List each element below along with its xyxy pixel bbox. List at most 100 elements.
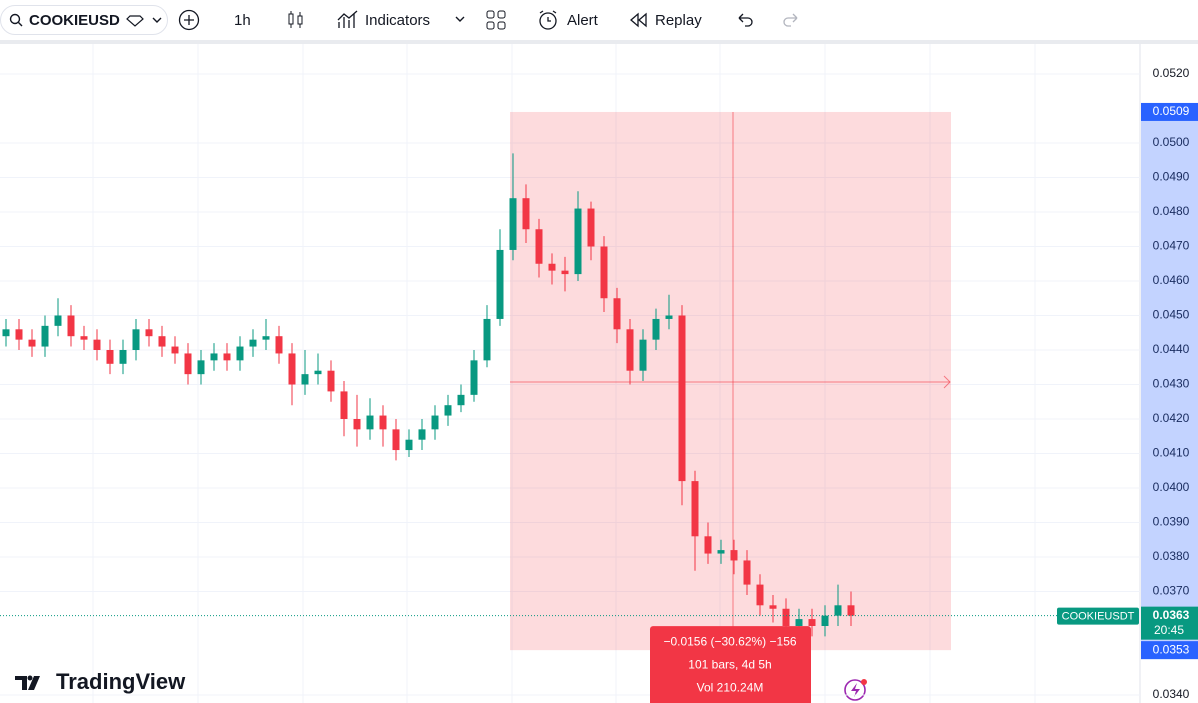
candle-body <box>509 198 517 250</box>
candle-body <box>41 325 49 347</box>
alert-icon <box>539 10 557 30</box>
alert-button[interactable]: Alert <box>537 0 598 40</box>
candle-body <box>366 415 374 430</box>
y-tick-label: 0.0400 <box>1153 480 1190 494</box>
measure-info <box>650 626 811 703</box>
candle-body <box>470 360 478 395</box>
candle-body <box>652 318 660 340</box>
chart: TradingView 0.0520 0.0500 0.0490 0.0480 0.04… <box>0 44 1198 703</box>
y-tick-label: 0.0520 <box>1153 66 1190 80</box>
candle-body <box>353 419 361 430</box>
candle-body <box>457 394 465 406</box>
y-tick-label: 0.0470 <box>1153 239 1190 253</box>
add-symbol[interactable] <box>178 9 200 31</box>
layouts-button[interactable] <box>486 10 506 30</box>
indicators-icon <box>337 10 358 28</box>
candle-body <box>496 249 504 319</box>
measure-info-line: 101 bars, 4d 5h <box>688 657 771 671</box>
measure-arrow <box>943 375 951 389</box>
candle-body <box>717 550 725 554</box>
interval[interactable]: 1h <box>234 11 251 29</box>
candle-body <box>756 584 764 606</box>
candle-body <box>80 336 88 340</box>
candle-body <box>548 263 556 271</box>
last-price-tag <box>1141 606 1198 640</box>
y-tick-label: 0.0490 <box>1153 170 1190 184</box>
replay-icon <box>630 12 647 28</box>
y-tick-label: 0.0370 <box>1153 584 1190 598</box>
axis-range-highlight <box>1141 111 1198 651</box>
candle-body <box>223 353 231 361</box>
lightning-icon[interactable] <box>844 679 867 701</box>
y-tick-label: 0.0450 <box>1153 308 1190 322</box>
y-tick-label: 0.0420 <box>1153 411 1190 425</box>
candle-body <box>769 605 777 609</box>
candle-body <box>28 339 36 347</box>
candle-body <box>392 429 400 451</box>
symbol-tag <box>1057 607 1139 625</box>
chart-type[interactable] <box>286 9 306 31</box>
y-tick-label: 0.0480 <box>1153 204 1190 218</box>
candle-body <box>574 208 582 275</box>
y-tick-label: 0.0440 <box>1153 342 1190 356</box>
candle-body <box>405 439 413 451</box>
candle-body <box>314 370 322 375</box>
candle-body <box>119 350 127 364</box>
range-tag-label: 0.0353 <box>1153 642 1190 656</box>
candle-body <box>15 329 23 340</box>
candle-body <box>106 350 114 364</box>
candle-body <box>379 415 387 430</box>
candle-body <box>444 405 452 416</box>
candle-body <box>197 360 205 375</box>
y-tick-label: 0.0410 <box>1153 446 1190 460</box>
candle-body <box>158 336 166 347</box>
candle-body <box>821 615 829 626</box>
candle-body <box>535 229 543 264</box>
candle-body <box>249 339 257 347</box>
range-tag <box>1141 102 1198 121</box>
candle-body <box>275 336 283 354</box>
candle-body <box>743 560 751 585</box>
candle-body <box>834 605 842 616</box>
candle-body <box>262 336 270 340</box>
dropdown-icon <box>125 15 162 27</box>
y-tick-label: 0.0500 <box>1153 135 1190 149</box>
y-tick-label: 0.0460 <box>1153 273 1190 287</box>
candle-body <box>184 353 192 375</box>
candle-body <box>236 346 244 361</box>
candle-body <box>665 315 673 319</box>
candle-body <box>132 329 140 350</box>
candle-body <box>561 270 569 275</box>
indicators-button[interactable]: Indicators <box>337 0 466 40</box>
measure-info-line: Vol 210.24M <box>697 680 764 694</box>
candle-body <box>483 318 491 361</box>
toolbar: COOKIEUSD 1h Indicators Alert Replay <box>0 0 1198 44</box>
replay-label: Replay <box>655 11 702 29</box>
alert-label: Alert <box>567 11 598 29</box>
candle-body <box>795 619 803 626</box>
undo-redo[interactable] <box>736 12 806 28</box>
last-price-label: 0.0363 <box>1153 608 1190 622</box>
candle-body <box>613 298 621 330</box>
candle-body <box>600 246 608 299</box>
logo-text: TradingView <box>56 669 186 694</box>
replay-button[interactable]: Replay <box>629 0 702 40</box>
logo: TradingView <box>15 669 186 694</box>
candle-body <box>145 329 153 337</box>
candle-body <box>171 346 179 354</box>
candle-body <box>626 329 634 371</box>
candle-body <box>210 353 218 361</box>
candle-body <box>301 374 309 385</box>
symbol-search[interactable]: COOKIEUSD <box>0 5 168 35</box>
indicators-label: Indicators <box>365 11 431 29</box>
candle-body <box>639 339 647 371</box>
candle-body <box>327 370 335 392</box>
candle-body <box>730 550 738 561</box>
time-grid <box>92 44 1036 703</box>
candle-body <box>67 315 75 337</box>
candle-body <box>704 536 712 554</box>
measure-range <box>510 111 951 651</box>
y-tick-label: 0.0390 <box>1153 515 1190 529</box>
candle-body <box>847 605 855 616</box>
